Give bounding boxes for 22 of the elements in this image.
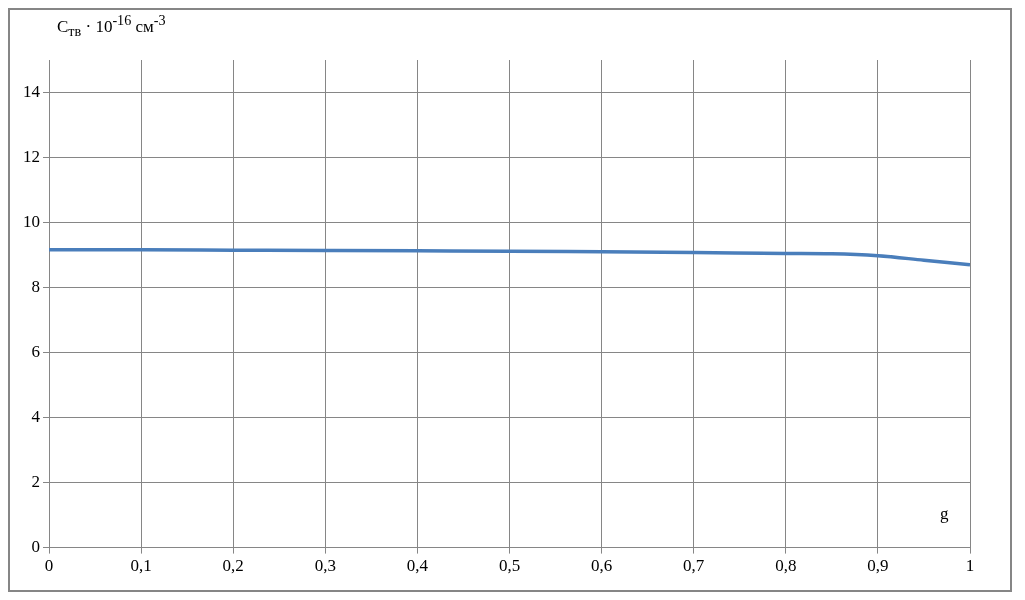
x-tick-label: 0,7 [683,556,705,576]
x-tick-label: 0,8 [775,556,797,576]
x-tick-label: 0,1 [130,556,152,576]
x-tick-label: 0,3 [314,556,336,576]
x-tick-label: 0,6 [590,556,613,576]
x-tick-label: 0,5 [498,556,521,576]
x-tick-label: 0 [44,556,54,576]
y-tick-label: 14 [23,81,41,101]
y-tick-label: 0 [31,537,40,557]
y-tick-label: 6 [31,342,40,362]
line-series [49,248,970,267]
y-tick-label: 12 [23,146,40,166]
x-tick-label: 0,2 [222,556,244,576]
x-tick-label: 0,9 [867,556,889,576]
y-tick-label: 10 [23,212,40,231]
y-tick-label: 4 [31,407,41,427]
x-axis-title: g [940,503,949,524]
x-tick-label: 0,4 [406,556,429,576]
x-tick-label: 1 [965,556,975,576]
y-tick-label: 8 [31,277,40,297]
y-axis-title: C$_{тв}$ · 10$^{-16}$ см$^{-3}$ [57,12,166,41]
y-tick-label: 2 [31,472,40,492]
